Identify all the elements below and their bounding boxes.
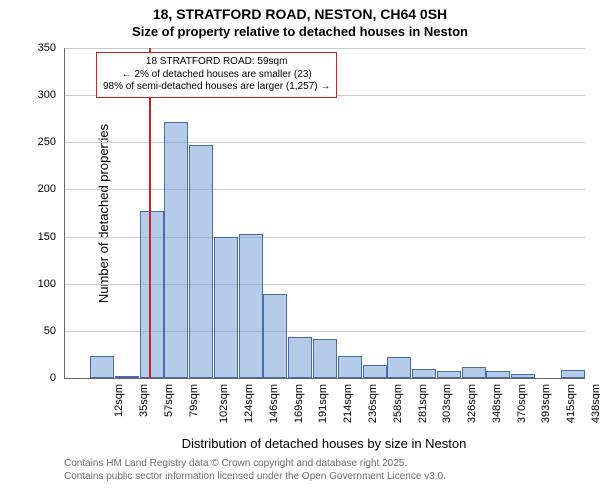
x-tick-label: 236sqm: [367, 384, 379, 423]
x-tick-label: 258sqm: [392, 384, 404, 423]
histogram-bar: [462, 367, 486, 378]
y-tick-label: 150: [38, 231, 56, 243]
x-tick-label: 214sqm: [342, 384, 354, 423]
annotation-line3: 98% of semi-detached houses are larger (…: [103, 81, 330, 94]
histogram-bar: [363, 365, 387, 378]
marker-line: [149, 48, 151, 378]
y-tick-label: 350: [38, 42, 56, 54]
annotation-box: 18 STRATFORD ROAD: 59sqm ← 2% of detache…: [96, 52, 337, 98]
histogram-bar: [239, 234, 263, 378]
x-tick-label: 124sqm: [243, 384, 255, 423]
y-tick-label: 300: [38, 89, 56, 101]
histogram-bar: [561, 370, 585, 378]
histogram-bar: [437, 371, 461, 378]
x-axis-label: Distribution of detached houses by size …: [64, 436, 584, 451]
footer-line2: Contains public sector information licen…: [64, 471, 446, 484]
histogram-bar: [313, 339, 337, 378]
x-tick-label: 35sqm: [138, 384, 150, 417]
x-tick-label: 146sqm: [268, 384, 280, 423]
x-tick-labels: 12sqm 35sqm 57sqm 79sqm 102sqm 124sqm 146sqm 16…: [64, 378, 584, 434]
histogram-bar: [486, 371, 510, 378]
histogram-bar: [115, 376, 139, 378]
x-tick-label: 169sqm: [293, 384, 305, 423]
x-tick-label: 79sqm: [188, 384, 200, 417]
histogram-bar: [214, 237, 238, 378]
x-tick-label: 415sqm: [565, 384, 577, 423]
annotation-line2: ← 2% of detached houses are smaller (23): [103, 69, 330, 82]
x-tick-label: 281sqm: [417, 384, 429, 423]
x-tick-label: 12sqm: [113, 384, 125, 417]
footer-attribution: Contains HM Land Registry data © Crown c…: [64, 458, 446, 483]
histogram-bar: [90, 356, 114, 378]
y-tick-label: 0: [50, 372, 56, 384]
bars-layer: [65, 48, 585, 378]
plot-area: [64, 48, 585, 379]
x-tick-label: 57sqm: [163, 384, 175, 417]
histogram-bar: [412, 369, 436, 378]
x-tick-label: 348sqm: [491, 384, 503, 423]
histogram-bar: [511, 374, 535, 378]
histogram-bar: [140, 211, 164, 378]
y-tick-labels: 050100150200250300350: [0, 48, 60, 378]
annotation-line1: 18 STRATFORD ROAD: 59sqm: [103, 56, 330, 69]
chart-container: 18, STRATFORD ROAD, NESTON, CH64 0SH Siz…: [0, 0, 600, 500]
x-tick-label: 191sqm: [318, 384, 330, 423]
histogram-bar: [288, 337, 312, 378]
x-tick-label: 303sqm: [441, 384, 453, 423]
histogram-bar: [338, 356, 362, 378]
x-tick-label: 326sqm: [466, 384, 478, 423]
chart-title: 18, STRATFORD ROAD, NESTON, CH64 0SH: [0, 6, 600, 24]
histogram-bar: [263, 294, 287, 378]
y-tick-label: 100: [38, 278, 56, 290]
histogram-bar: [164, 122, 188, 378]
y-tick-label: 250: [38, 136, 56, 148]
histogram-bar: [387, 357, 411, 378]
x-tick-label: 102sqm: [219, 384, 231, 423]
x-tick-label: 370sqm: [516, 384, 528, 423]
y-tick-label: 200: [38, 183, 56, 195]
chart-subtitle: Size of property relative to detached ho…: [0, 24, 600, 40]
footer-line1: Contains HM Land Registry data © Crown c…: [64, 458, 446, 471]
x-tick-label: 393sqm: [540, 384, 552, 423]
x-tick-label: 438sqm: [590, 384, 600, 423]
y-tick-label: 50: [44, 325, 56, 337]
histogram-bar: [189, 145, 213, 378]
chart-titles: 18, STRATFORD ROAD, NESTON, CH64 0SH Siz…: [0, 6, 600, 40]
